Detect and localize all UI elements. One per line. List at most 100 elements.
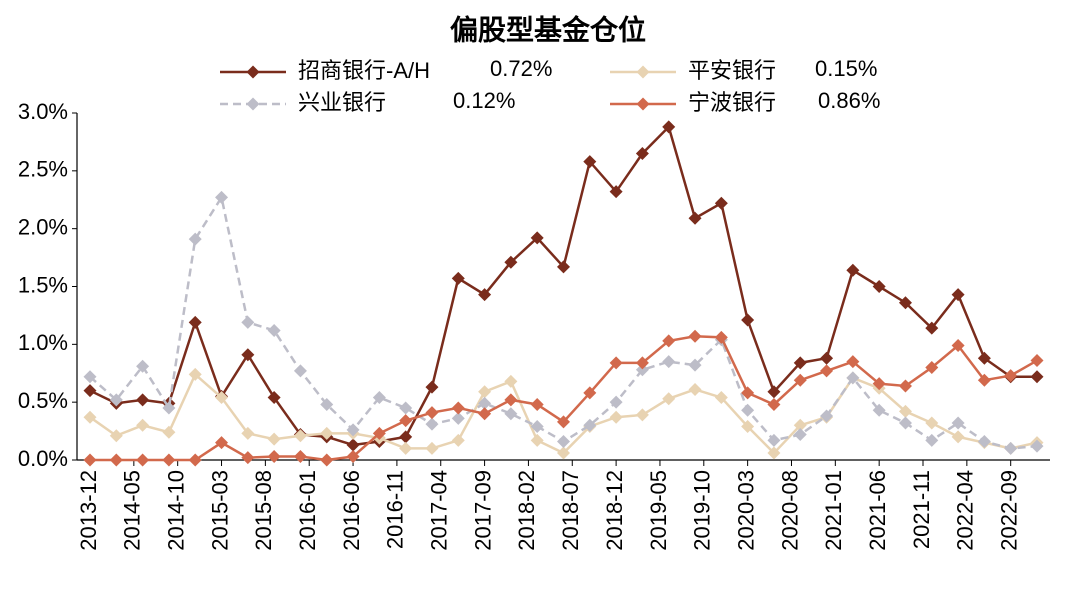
data-point (399, 414, 413, 428)
legend-label: 招商银行-A/H (298, 58, 430, 83)
data-point (1004, 441, 1018, 455)
x-tick-label: 2018-07 (558, 470, 583, 551)
data-point (215, 391, 229, 405)
data-point (451, 411, 465, 425)
x-tick-label: 2020-08 (777, 470, 802, 551)
x-tick-label: 2016-06 (339, 470, 364, 551)
data-point (320, 453, 334, 467)
data-point (662, 120, 676, 134)
data-point (293, 364, 307, 378)
y-tick-label: 3.0% (18, 99, 68, 124)
data-point (714, 196, 728, 210)
data-point (898, 379, 912, 393)
data-point (609, 185, 623, 199)
data-point (741, 313, 755, 327)
data-point (557, 260, 570, 274)
data-point (925, 360, 939, 374)
data-point (320, 397, 334, 411)
data-point (951, 338, 965, 352)
data-point (635, 146, 649, 160)
data-point (557, 415, 570, 429)
data-point (399, 401, 413, 415)
series-line (89, 124, 1037, 447)
x-tick-label: 2015-03 (207, 470, 232, 551)
data-point (1004, 369, 1018, 383)
data-point (162, 401, 176, 415)
data-point (136, 453, 150, 467)
data-point (188, 232, 202, 246)
data-point (925, 416, 939, 430)
legend-marker (636, 65, 650, 79)
data-point (1030, 439, 1044, 453)
data-point (530, 419, 544, 433)
data-point (820, 351, 834, 365)
data-point (609, 410, 623, 424)
data-point (609, 356, 623, 370)
legend-label: 兴业银行 (298, 90, 386, 115)
x-tick-label: 2020-03 (733, 470, 758, 551)
data-point (951, 288, 965, 302)
data-point (820, 409, 834, 423)
data-point (662, 334, 676, 348)
data-point (793, 373, 807, 387)
data-point (609, 395, 623, 409)
data-point (662, 392, 676, 406)
x-tick-label: 2019-05 (646, 470, 671, 551)
x-tick-label: 2018-12 (602, 470, 627, 551)
x-tick-label: 2015-08 (251, 470, 276, 551)
data-point (478, 288, 492, 302)
data-point (83, 370, 97, 384)
data-point (820, 364, 834, 378)
data-point (635, 363, 649, 377)
legend-value: 0.15% (815, 56, 877, 81)
y-tick-label: 1.5% (18, 272, 68, 297)
data-point (215, 190, 229, 204)
data-point (951, 416, 965, 430)
data-point (188, 453, 202, 467)
x-tick-label: 2019-10 (690, 470, 715, 551)
x-tick-label: 2021-06 (865, 470, 890, 551)
data-point (320, 426, 334, 440)
data-point (162, 453, 176, 467)
x-tick-label: 2017-09 (470, 470, 495, 551)
data-point (504, 407, 518, 421)
data-point (425, 380, 439, 394)
data-point (215, 436, 229, 450)
x-tick-label: 2021-11 (909, 470, 934, 549)
y-tick-label: 1.0% (18, 330, 68, 355)
data-point (741, 419, 755, 433)
data-point (688, 329, 702, 343)
y-tick-label: 0.0% (18, 446, 68, 471)
data-point (504, 255, 518, 269)
data-point (109, 453, 123, 467)
data-point (767, 397, 781, 411)
data-point (504, 393, 518, 407)
data-point (925, 433, 939, 447)
data-point (951, 430, 965, 444)
data-point (267, 432, 281, 446)
data-point (635, 356, 649, 370)
data-point (83, 453, 97, 467)
data-point (425, 417, 439, 431)
x-tick-label: 2014-10 (163, 470, 188, 551)
data-point (583, 418, 597, 432)
data-point (977, 351, 991, 365)
data-point (714, 391, 728, 405)
x-tick-label: 2014-05 (120, 470, 145, 551)
data-point (188, 315, 202, 329)
data-point (898, 404, 912, 418)
legend-value: 0.86% (818, 88, 880, 113)
data-point (872, 377, 886, 391)
chart-title: 偏股型基金仓位 (450, 13, 646, 45)
data-point (557, 446, 570, 460)
data-point (977, 434, 991, 448)
data-point (925, 321, 939, 335)
data-point (898, 296, 912, 310)
data-point (346, 423, 360, 437)
data-point (136, 393, 150, 407)
legend-marker (246, 65, 260, 79)
data-point (793, 428, 807, 442)
data-point (451, 433, 465, 447)
x-tick-label: 2016-11 (383, 470, 408, 549)
data-point (372, 426, 386, 440)
